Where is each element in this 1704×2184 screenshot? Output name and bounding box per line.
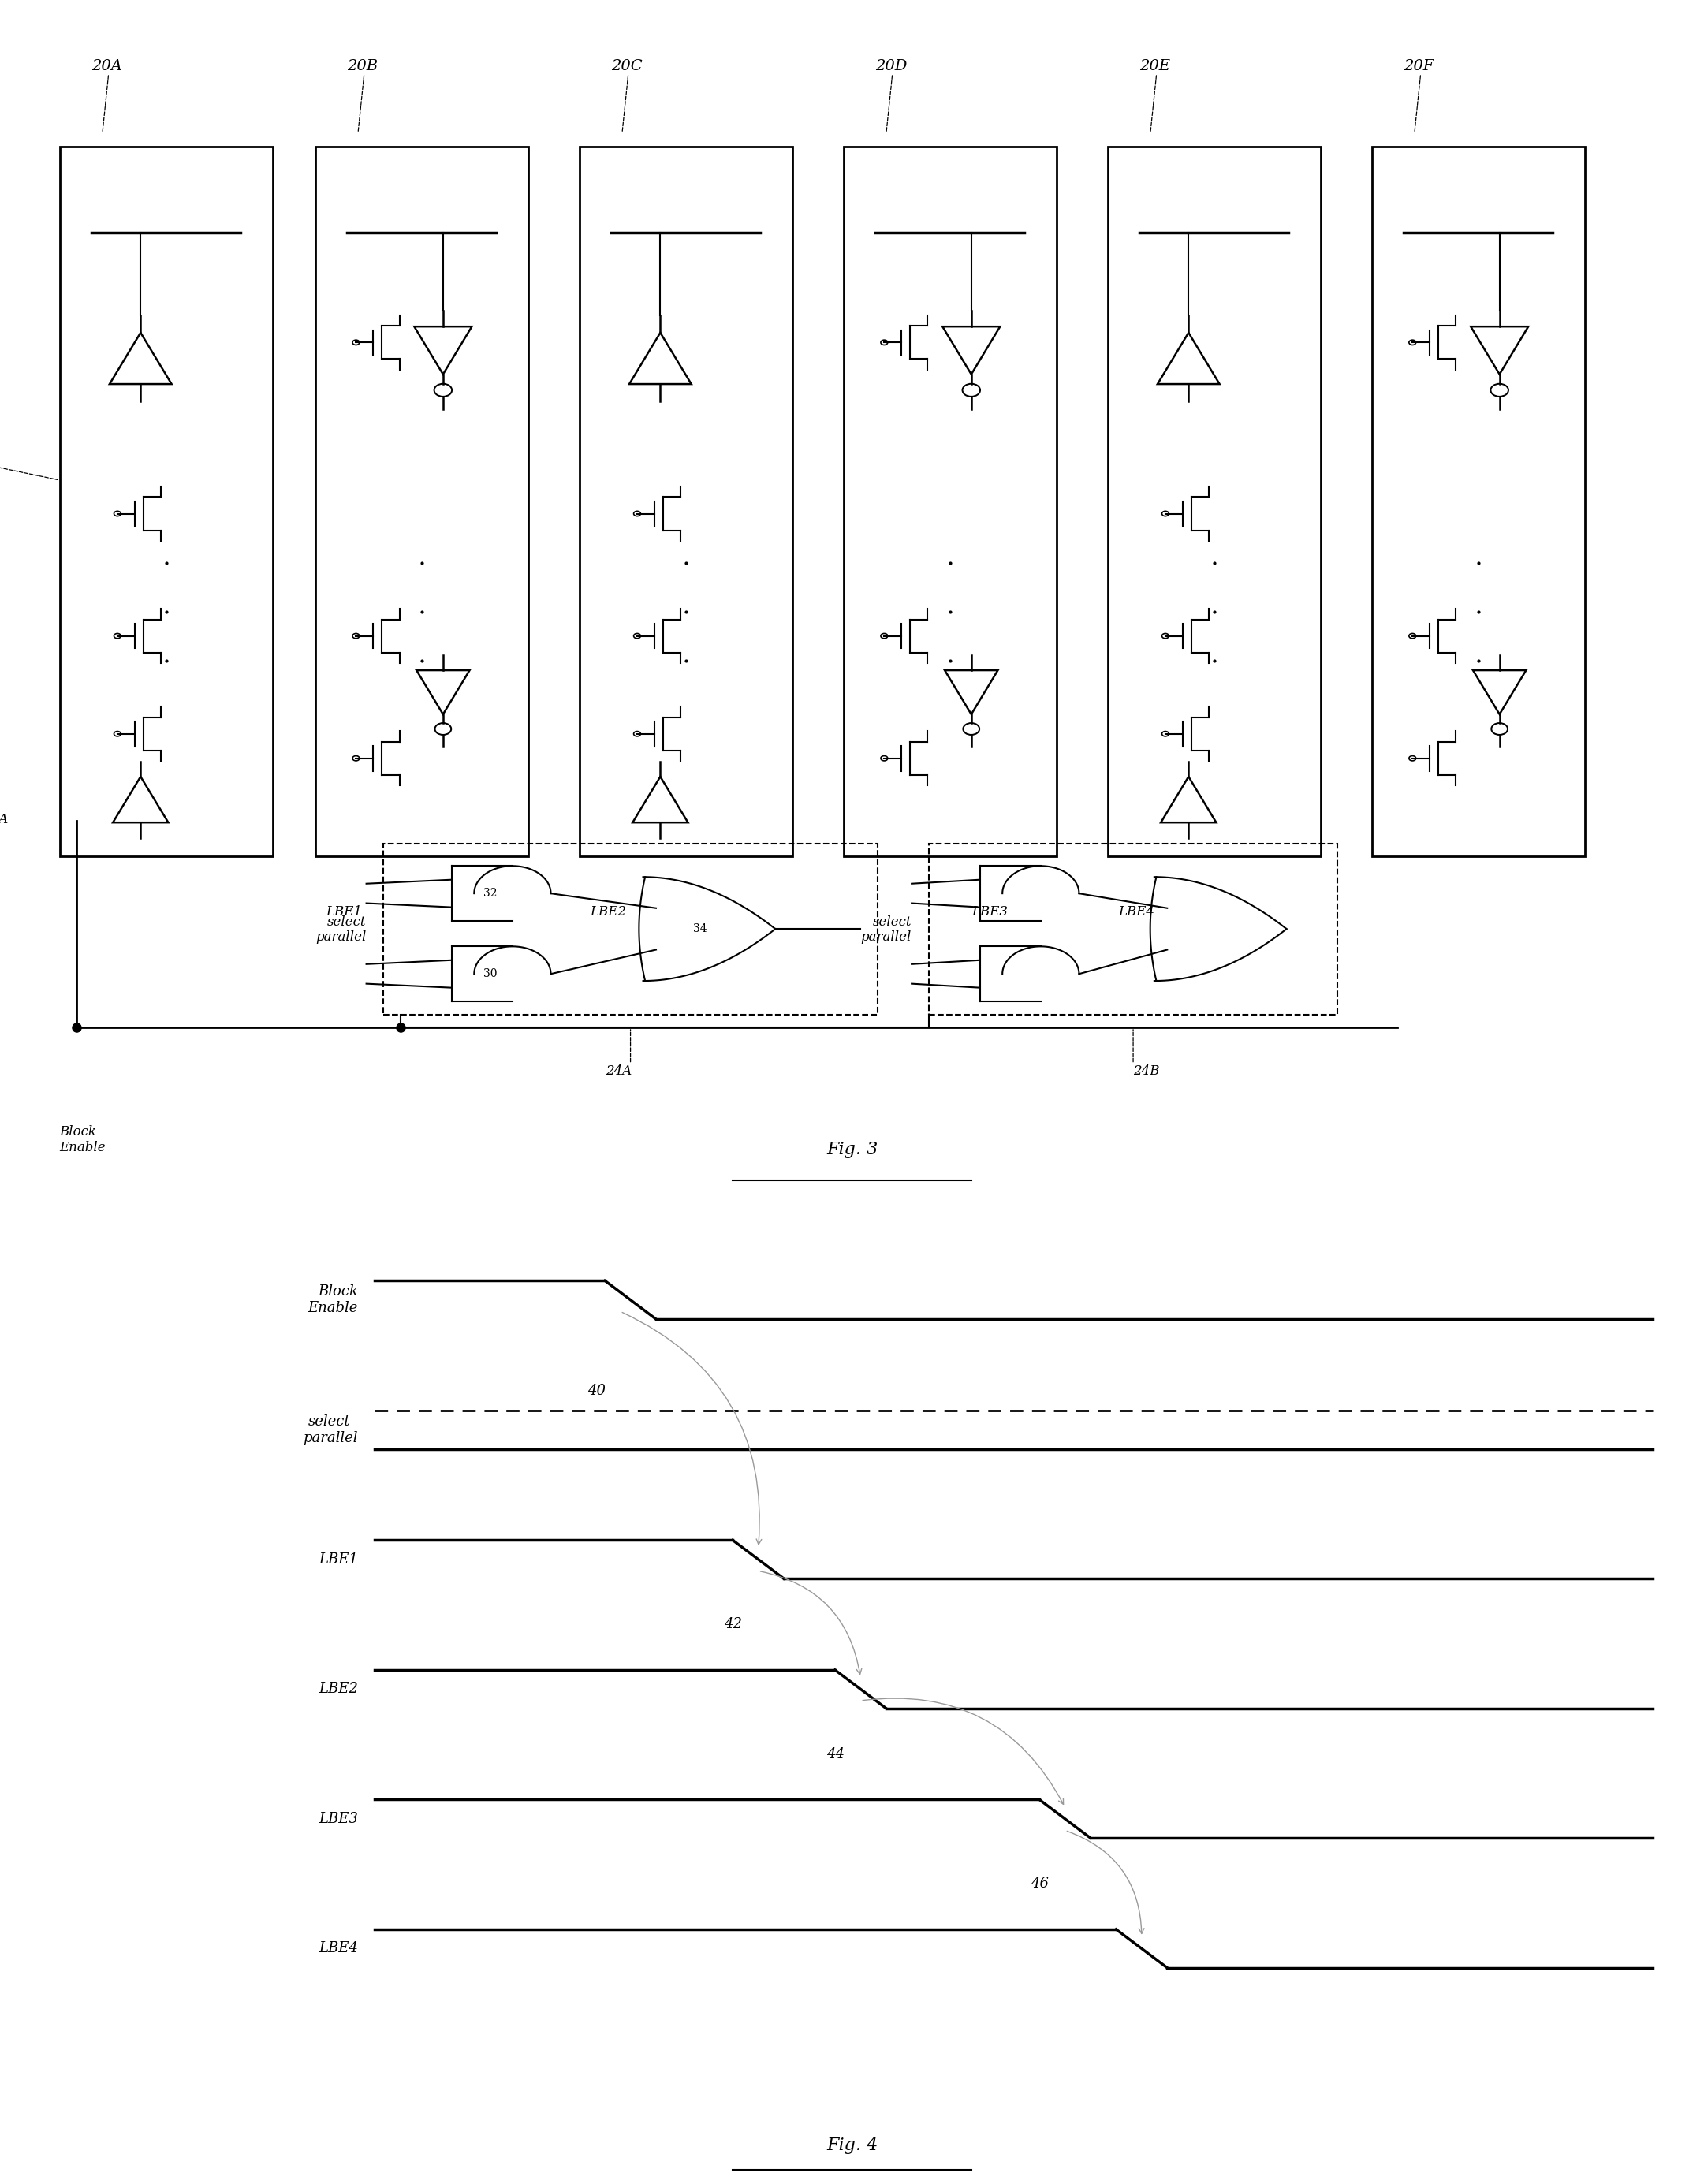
Bar [929, 843, 1338, 1016]
Text: 36A: 36A [0, 812, 9, 826]
Text: 32: 32 [484, 889, 498, 900]
Text: 20C: 20C [612, 59, 642, 74]
Text: LBE4: LBE4 [319, 1942, 358, 1955]
Text: 34: 34 [694, 924, 707, 935]
Text: 20D: 20D [876, 59, 907, 74]
Text: LBE1: LBE1 [325, 904, 363, 919]
Bar [843, 146, 1056, 856]
Text: LBE2: LBE2 [319, 1682, 358, 1697]
Text: 20F: 20F [1404, 59, 1433, 74]
Text: 46: 46 [1031, 1876, 1050, 1891]
Text: LBE3: LBE3 [971, 904, 1007, 919]
Bar [579, 146, 792, 856]
Text: 30: 30 [484, 968, 498, 978]
Bar [1372, 146, 1585, 856]
Text: 24B: 24B [1133, 1064, 1160, 1077]
Text: 20A: 20A [92, 59, 123, 74]
Text: LBE4: LBE4 [1118, 904, 1155, 919]
Text: select
parallel: select parallel [861, 915, 912, 943]
Text: Block
Enable: Block Enable [308, 1284, 358, 1315]
Bar [1108, 146, 1321, 856]
Text: Fig. 4: Fig. 4 [826, 2136, 878, 2153]
Text: select
parallel: select parallel [315, 915, 366, 943]
Text: Block
Enable: Block Enable [60, 1125, 106, 1153]
Text: Fig. 3: Fig. 3 [826, 1140, 878, 1158]
Text: LBE3: LBE3 [319, 1813, 358, 1826]
Text: 20E: 20E [1140, 59, 1171, 74]
Text: LBE2: LBE2 [590, 904, 627, 919]
Bar [315, 146, 528, 856]
Text: 42: 42 [724, 1616, 743, 1631]
Text: select_
parallel: select_ parallel [303, 1413, 358, 1446]
Text: 40: 40 [588, 1385, 607, 1398]
Text: 24A: 24A [607, 1064, 632, 1077]
Text: 44: 44 [826, 1747, 845, 1760]
Bar [383, 843, 878, 1016]
Bar [60, 146, 273, 856]
Text: 20B: 20B [348, 59, 378, 74]
Text: LBE1: LBE1 [319, 1553, 358, 1566]
